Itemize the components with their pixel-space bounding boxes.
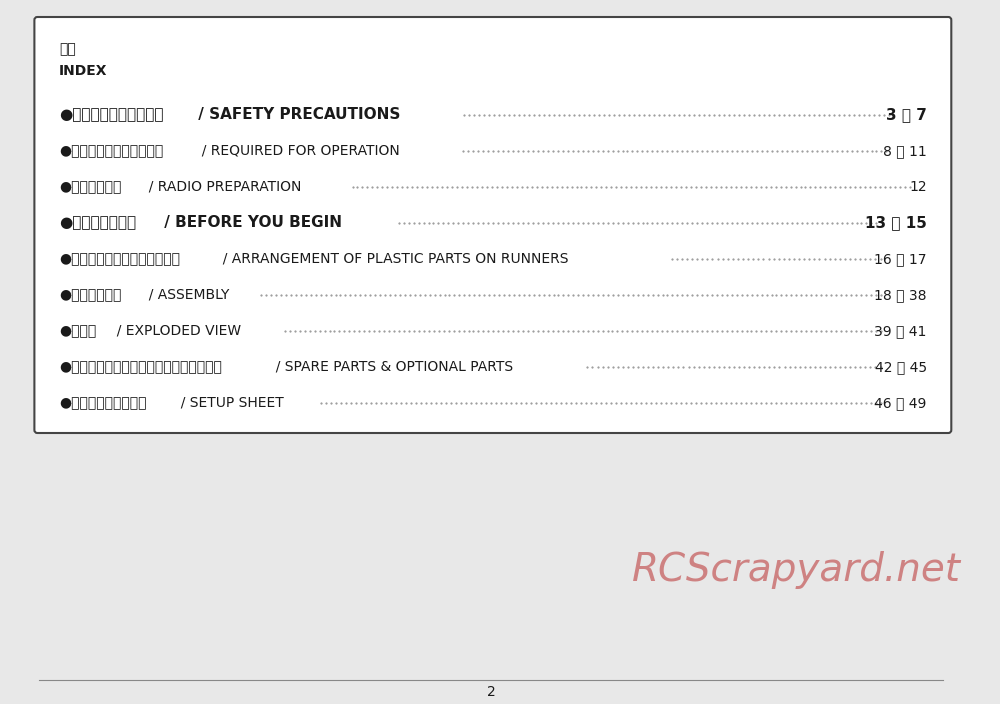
Text: 目次: 目次: [59, 42, 76, 56]
Text: RCScrapyard.net: RCScrapyard.net: [632, 551, 961, 589]
Text: ●本体の組立て: ●本体の組立て: [59, 288, 121, 302]
Text: 46 ～ 49: 46 ～ 49: [874, 396, 927, 410]
Text: ●組立て前の注意: ●組立て前の注意: [59, 215, 136, 230]
Text: 18 ～ 38: 18 ～ 38: [874, 288, 927, 302]
Text: 12: 12: [909, 180, 927, 194]
Text: 8 ～ 11: 8 ～ 11: [883, 144, 927, 158]
Text: 13 ～ 15: 13 ～ 15: [865, 215, 927, 230]
Text: / SAFETY PRECAUTIONS: / SAFETY PRECAUTIONS: [193, 108, 401, 122]
Text: ●分解図: ●分解図: [59, 324, 96, 338]
Text: 39 ～ 41: 39 ～ 41: [874, 324, 927, 338]
Text: / EXPLODED VIEW: / EXPLODED VIEW: [108, 324, 241, 338]
Text: / REQUIRED FOR OPERATION: / REQUIRED FOR OPERATION: [193, 144, 400, 158]
Text: / ARRANGEMENT OF PLASTIC PARTS ON RUNNERS: / ARRANGEMENT OF PLASTIC PARTS ON RUNNER…: [214, 252, 569, 266]
Text: 16 ～ 17: 16 ～ 17: [874, 252, 927, 266]
Text: / SETUP SHEET: / SETUP SHEET: [172, 396, 284, 410]
Text: ●ランナー付プラパーツ配置図: ●ランナー付プラパーツ配置図: [59, 252, 180, 266]
Text: ●スペアパーツ・オプションパーツリスト: ●スペアパーツ・オプションパーツリスト: [59, 360, 222, 374]
Text: INDEX: INDEX: [59, 64, 107, 78]
Text: / BEFORE YOU BEGIN: / BEFORE YOU BEGIN: [159, 215, 342, 230]
FancyBboxPatch shape: [34, 17, 951, 433]
Text: / SPARE PARTS & OPTIONAL PARTS: / SPARE PARTS & OPTIONAL PARTS: [267, 360, 514, 374]
Text: ●プロポの準備: ●プロポの準備: [59, 180, 121, 194]
Text: / RADIO PREPARATION: / RADIO PREPARATION: [140, 180, 301, 194]
Text: ●セットアップシート: ●セットアップシート: [59, 396, 146, 410]
Text: 42 ～ 45: 42 ～ 45: [875, 360, 927, 374]
Text: ●キットの他にそろえる物: ●キットの他にそろえる物: [59, 144, 163, 158]
Text: 3 ～ 7: 3 ～ 7: [886, 108, 927, 122]
Text: 2: 2: [487, 685, 496, 699]
Text: ●安全のための注意事項: ●安全のための注意事項: [59, 108, 163, 122]
Text: / ASSEMBLY: / ASSEMBLY: [140, 288, 229, 302]
